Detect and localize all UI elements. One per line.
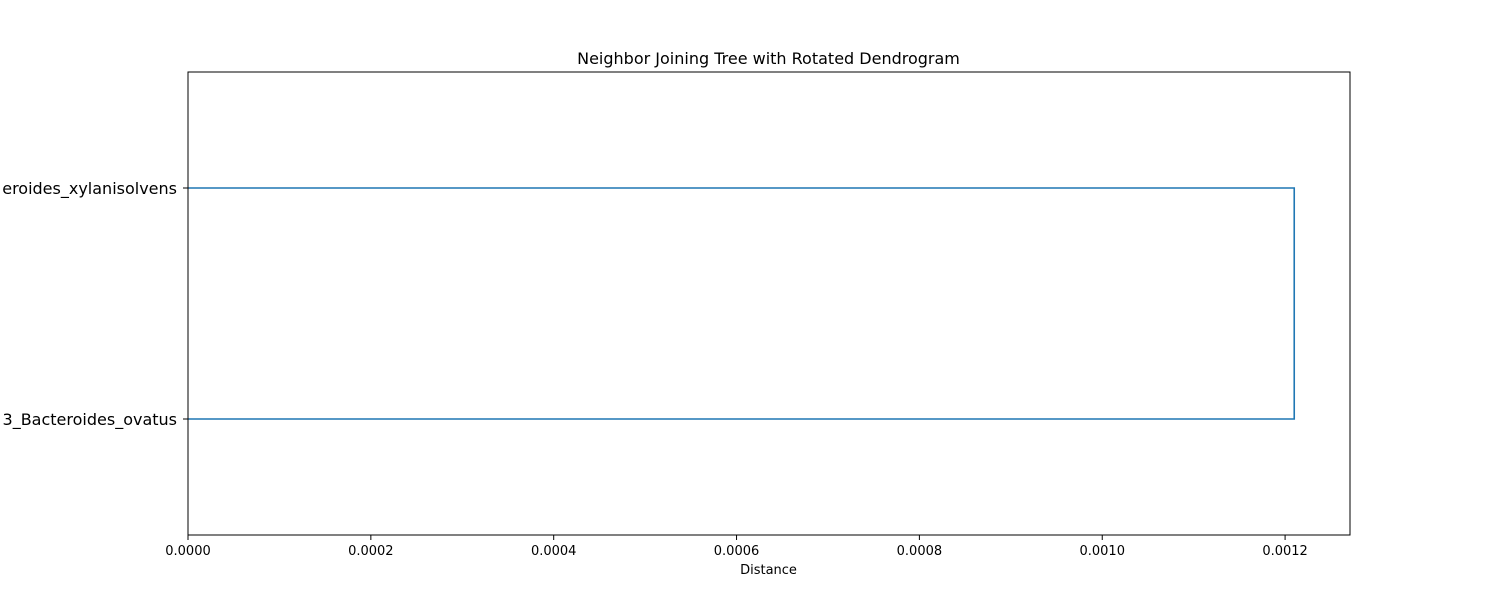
dendrogram-link [188, 187, 1296, 420]
leaf-labels: eroides_xylanisolvens 3_Bacteroides_ovatu… [2, 179, 188, 430]
leaf-label: 3_Bacteroides_ovatus [3, 410, 177, 430]
x-tick-label: 0.0008 [897, 544, 943, 559]
x-axis-label: Distance [740, 563, 797, 578]
x-tick-label: 0.0000 [165, 544, 211, 559]
chart-title: Neighbor Joining Tree with Rotated Dendr… [577, 49, 960, 68]
dendrogram-links [188, 187, 1296, 420]
x-tick-label: 0.0010 [1079, 544, 1125, 559]
x-axis-ticks: 0.0000 0.0002 0.0004 0.0006 0.0008 0.0010 0.00… [165, 535, 1308, 559]
leaf-label: eroides_xylanisolvens [2, 179, 177, 199]
x-tick-label: 0.0012 [1262, 544, 1308, 559]
x-tick-label: 0.0002 [348, 544, 394, 559]
x-tick-label: 0.0004 [531, 544, 577, 559]
x-tick-label: 0.0006 [714, 544, 760, 559]
plot-frame [187, 71, 1351, 536]
